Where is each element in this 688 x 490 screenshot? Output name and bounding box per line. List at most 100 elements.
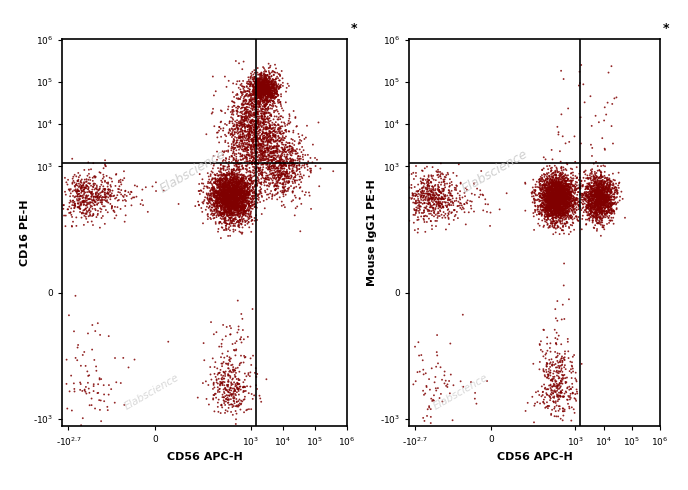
- Point: [263, 79, 274, 87]
- Point: [582, 174, 593, 182]
- Point: [216, 190, 227, 198]
- Point: [584, 215, 595, 222]
- Point: [258, 89, 269, 97]
- Point: [535, 346, 546, 354]
- Point: [236, 179, 247, 187]
- Point: [242, 135, 253, 143]
- Point: [550, 202, 561, 210]
- Point: [600, 213, 611, 221]
- Point: [543, 370, 554, 378]
- Point: [290, 150, 301, 158]
- Point: [247, 122, 258, 130]
- Point: [555, 206, 566, 214]
- Point: [561, 201, 572, 209]
- Point: [569, 196, 580, 204]
- Point: [555, 185, 566, 193]
- Point: [279, 161, 290, 169]
- Point: [548, 211, 559, 219]
- Point: [259, 83, 270, 91]
- Point: [552, 205, 563, 213]
- Point: [538, 177, 549, 185]
- Point: [596, 210, 608, 218]
- Point: [294, 162, 305, 170]
- Point: [558, 392, 569, 400]
- Point: [220, 385, 231, 393]
- Point: [550, 193, 561, 201]
- Point: [244, 180, 255, 188]
- Point: [88, 196, 99, 204]
- Point: [263, 80, 274, 88]
- Point: [604, 194, 615, 202]
- Point: [590, 201, 601, 209]
- Point: [217, 224, 228, 232]
- Point: [261, 97, 272, 105]
- Point: [546, 189, 557, 197]
- Point: [537, 188, 548, 196]
- Point: [591, 178, 602, 186]
- Point: [232, 198, 243, 206]
- Point: [529, 196, 540, 203]
- Point: [549, 223, 560, 231]
- Point: [88, 193, 99, 201]
- Point: [221, 196, 232, 204]
- Point: [268, 98, 279, 105]
- Point: [234, 194, 245, 201]
- Point: [278, 147, 289, 154]
- Point: [543, 180, 554, 188]
- Point: [581, 220, 592, 228]
- Point: [274, 154, 285, 162]
- Point: [272, 146, 283, 153]
- Point: [558, 187, 569, 195]
- Point: [287, 189, 298, 196]
- Point: [557, 196, 568, 203]
- Point: [549, 189, 560, 197]
- Point: [612, 189, 623, 196]
- Point: [262, 87, 273, 95]
- Point: [554, 195, 565, 203]
- Point: [238, 335, 249, 343]
- Point: [423, 172, 434, 179]
- Point: [537, 196, 548, 204]
- Point: [248, 118, 259, 126]
- Point: [582, 203, 593, 211]
- Point: [576, 206, 587, 214]
- Point: [551, 165, 562, 173]
- Point: [239, 191, 250, 198]
- Point: [218, 191, 229, 198]
- Point: [221, 83, 232, 91]
- Point: [556, 196, 567, 204]
- Point: [76, 182, 87, 190]
- Point: [265, 91, 276, 99]
- Point: [266, 97, 277, 104]
- Point: [563, 208, 574, 216]
- Point: [557, 380, 568, 388]
- Point: [224, 195, 235, 202]
- Point: [548, 172, 559, 180]
- Point: [226, 152, 237, 160]
- Point: [218, 215, 229, 222]
- Point: [66, 211, 77, 219]
- Point: [557, 186, 568, 194]
- Point: [246, 98, 257, 105]
- Point: [241, 109, 252, 117]
- Point: [250, 89, 261, 97]
- Point: [225, 193, 236, 200]
- Point: [546, 211, 557, 219]
- Point: [125, 188, 136, 196]
- Point: [272, 145, 283, 152]
- Point: [239, 127, 250, 135]
- Point: [427, 196, 438, 203]
- Point: [592, 196, 603, 203]
- Point: [559, 206, 570, 214]
- Point: [255, 140, 266, 147]
- Point: [557, 199, 568, 207]
- Point: [564, 201, 575, 209]
- Point: [596, 191, 608, 198]
- Point: [274, 124, 285, 132]
- Point: [608, 170, 619, 177]
- Point: [557, 195, 568, 202]
- Point: [237, 192, 248, 200]
- Point: [552, 187, 563, 195]
- Point: [249, 89, 260, 97]
- Point: [224, 322, 235, 330]
